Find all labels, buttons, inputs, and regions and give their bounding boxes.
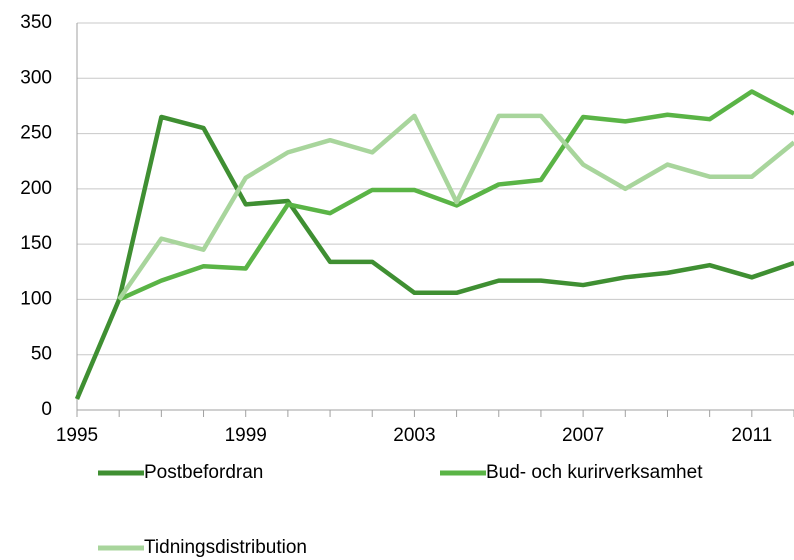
y-tick-label: 100 <box>20 288 52 309</box>
x-tick-label: 2003 <box>393 425 435 446</box>
x-tick-label: 2007 <box>562 425 604 446</box>
y-tick-label: 50 <box>31 344 52 365</box>
y-tick-label: 200 <box>20 178 52 199</box>
series-line <box>118 89 794 302</box>
x-tick-label: 1999 <box>225 425 267 446</box>
x-tick-label: 1995 <box>56 425 98 446</box>
x-tick-label: 2011 <box>731 425 772 446</box>
legend-label: Bud- och kurirverksamhet <box>486 462 703 483</box>
y-tick-label: 350 <box>20 12 52 33</box>
y-tick-label: 300 <box>20 67 52 88</box>
legend-label: Tidningsdistribution <box>144 537 307 558</box>
y-tick-label: 0 <box>41 399 52 420</box>
legend-label: Postbefordran <box>144 462 263 483</box>
y-tick-label: 250 <box>20 123 52 144</box>
series-line <box>117 113 794 301</box>
series-line <box>74 114 794 400</box>
y-tick-label: 150 <box>20 233 52 254</box>
